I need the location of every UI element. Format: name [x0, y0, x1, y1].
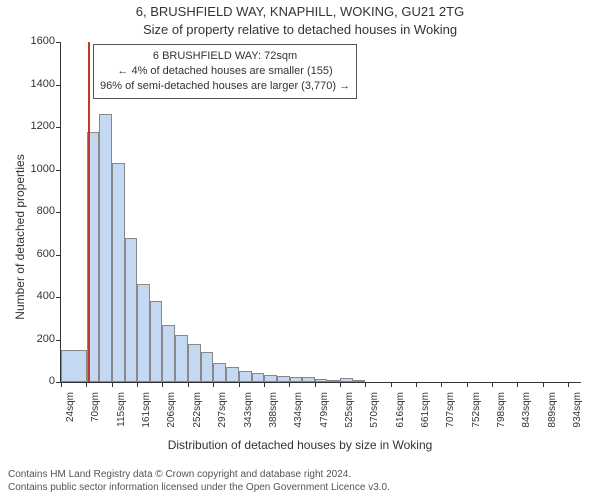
x-tick-label: 889sqm — [547, 392, 558, 434]
x-tick-label: 252sqm — [192, 392, 203, 434]
y-tick-mark — [56, 255, 61, 256]
x-tick-label: 707sqm — [445, 392, 456, 434]
y-tick-mark — [56, 127, 61, 128]
x-tick-label: 70sqm — [90, 392, 101, 434]
histogram-bar — [125, 238, 138, 383]
histogram-bar — [302, 377, 314, 382]
histogram-bar — [315, 379, 328, 382]
x-tick-label: 798sqm — [496, 392, 507, 434]
x-tick-mark — [517, 382, 518, 387]
x-tick-label: 115sqm — [116, 392, 127, 434]
y-tick-mark — [56, 42, 61, 43]
x-tick-mark — [112, 382, 113, 387]
y-axis-label: Number of detached properties — [13, 57, 27, 417]
x-tick-label: 434sqm — [293, 392, 304, 434]
x-tick-mark — [340, 382, 341, 387]
histogram-bar — [290, 377, 303, 382]
histogram-bar — [264, 375, 277, 382]
x-tick-mark — [289, 382, 290, 387]
x-tick-mark — [416, 382, 417, 387]
histogram-bar — [150, 301, 162, 382]
y-tick-label: 600 — [15, 248, 55, 260]
y-tick-label: 1000 — [15, 163, 55, 175]
y-tick-label: 800 — [15, 205, 55, 217]
chart-title-main: 6, BRUSHFIELD WAY, KNAPHILL, WOKING, GU2… — [0, 4, 600, 19]
annotation-line: ← 4% of detached houses are smaller (155… — [100, 64, 350, 79]
x-tick-mark — [543, 382, 544, 387]
x-tick-mark — [492, 382, 493, 387]
histogram-bar — [277, 376, 290, 382]
y-tick-label: 1600 — [15, 35, 55, 47]
histogram-bar — [353, 380, 365, 382]
x-tick-mark — [61, 382, 62, 387]
histogram-bar — [213, 363, 226, 382]
histogram-bar — [162, 325, 175, 382]
x-tick-mark — [162, 382, 163, 387]
y-tick-mark — [56, 212, 61, 213]
x-tick-label: 297sqm — [217, 392, 228, 434]
histogram-bar — [137, 284, 150, 382]
x-tick-mark — [137, 382, 138, 387]
x-tick-label: 570sqm — [369, 392, 380, 434]
x-tick-label: 479sqm — [319, 392, 330, 434]
x-tick-label: 661sqm — [420, 392, 431, 434]
x-tick-label: 934sqm — [572, 392, 583, 434]
x-tick-mark — [86, 382, 87, 387]
histogram-bar — [340, 378, 353, 382]
y-tick-label: 200 — [15, 333, 55, 345]
histogram-bar — [99, 114, 111, 382]
y-tick-mark — [56, 297, 61, 298]
x-tick-mark — [467, 382, 468, 387]
y-tick-label: 400 — [15, 290, 55, 302]
y-tick-mark — [56, 170, 61, 171]
x-tick-mark — [315, 382, 316, 387]
x-tick-mark — [213, 382, 214, 387]
x-tick-mark — [441, 382, 442, 387]
x-tick-mark — [568, 382, 569, 387]
x-tick-mark — [365, 382, 366, 387]
x-tick-mark — [264, 382, 265, 387]
footer-line-2: Contains public sector information licen… — [8, 481, 390, 494]
y-tick-mark — [56, 85, 61, 86]
histogram-bar — [327, 380, 340, 382]
x-tick-label: 343sqm — [243, 392, 254, 434]
x-tick-label: 525sqm — [344, 392, 355, 434]
x-tick-label: 388sqm — [268, 392, 279, 434]
y-tick-mark — [56, 340, 61, 341]
chart-title-sub: Size of property relative to detached ho… — [0, 22, 600, 37]
x-axis-label: Distribution of detached houses by size … — [0, 438, 600, 452]
property-marker-line — [88, 42, 90, 382]
histogram-bar — [188, 344, 201, 382]
attribution-footer: Contains HM Land Registry data © Crown c… — [8, 468, 390, 494]
y-tick-label: 1400 — [15, 78, 55, 90]
annotation-line: 96% of semi-detached houses are larger (… — [100, 79, 350, 94]
y-tick-label: 0 — [15, 375, 55, 387]
histogram-bar — [201, 352, 213, 382]
annotation-box: 6 BRUSHFIELD WAY: 72sqm← 4% of detached … — [93, 44, 357, 99]
histogram-bar — [239, 371, 252, 382]
x-tick-mark — [391, 382, 392, 387]
x-tick-label: 24sqm — [65, 392, 76, 434]
footer-line-1: Contains HM Land Registry data © Crown c… — [8, 468, 390, 481]
y-tick-label: 1200 — [15, 120, 55, 132]
x-tick-label: 843sqm — [521, 392, 532, 434]
histogram-bar — [252, 373, 264, 382]
x-tick-label: 206sqm — [166, 392, 177, 434]
histogram-bar — [61, 350, 87, 382]
x-tick-label: 616sqm — [395, 392, 406, 434]
x-tick-mark — [188, 382, 189, 387]
histogram-bar — [112, 163, 125, 382]
plot-area: 0200400600800100012001400160024sqm70sqm1… — [60, 42, 581, 383]
chart-page: 6, BRUSHFIELD WAY, KNAPHILL, WOKING, GU2… — [0, 0, 600, 500]
histogram-bar — [175, 335, 188, 382]
histogram-bar — [226, 367, 239, 382]
annotation-line: 6 BRUSHFIELD WAY: 72sqm — [100, 49, 350, 64]
x-tick-mark — [239, 382, 240, 387]
x-tick-label: 161sqm — [141, 392, 152, 434]
x-tick-label: 752sqm — [471, 392, 482, 434]
